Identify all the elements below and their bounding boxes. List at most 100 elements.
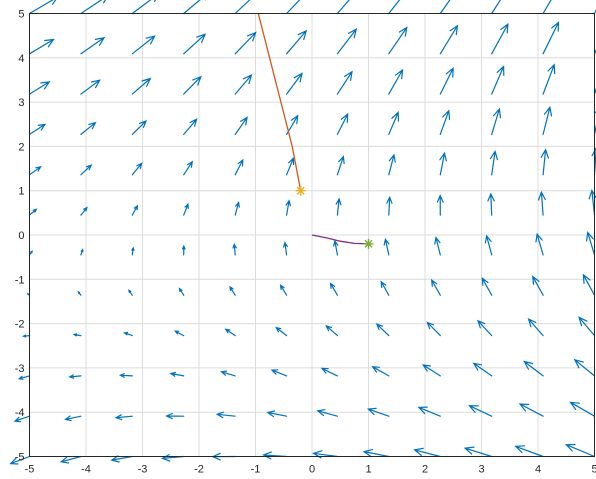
quiver-arrow xyxy=(80,0,107,15)
quiver-arrow xyxy=(336,28,358,55)
trajectory-lines xyxy=(257,13,369,245)
quiver-arrow xyxy=(183,160,194,176)
x-tick-label: 5 xyxy=(591,464,596,476)
quiver-arrow xyxy=(59,455,82,464)
quiver-arrow xyxy=(436,194,444,216)
quiver-arrow xyxy=(439,109,451,135)
quiver-arrow xyxy=(9,455,31,465)
quiver-arrow xyxy=(491,107,502,135)
quiver-arrow xyxy=(80,206,88,216)
y-tick-label: -2 xyxy=(15,319,25,331)
quiver-arrow xyxy=(468,405,493,417)
quiver-arrow xyxy=(131,246,135,256)
quiver-arrow xyxy=(386,195,393,216)
y-tick-label: 2 xyxy=(18,141,24,153)
quiver-arrow xyxy=(286,0,301,15)
quiver-arrow xyxy=(131,0,157,15)
quiver-arrow xyxy=(28,0,57,15)
quiver-arrow xyxy=(181,244,186,256)
quiver-arrow xyxy=(178,287,185,296)
quiver-arrow xyxy=(13,415,31,423)
x-tick-label: 2 xyxy=(422,464,428,476)
quiver-arrow xyxy=(388,153,396,176)
quiver-arrow xyxy=(463,446,493,458)
trajectory-line xyxy=(311,234,369,245)
quiver-arrow xyxy=(234,200,240,216)
quiver-arrow xyxy=(128,289,133,296)
star-marker xyxy=(363,238,374,249)
quiver-arrow xyxy=(362,449,390,458)
quiver-arrow xyxy=(234,0,251,15)
quiver-arrow xyxy=(371,365,390,377)
quiver-arrow xyxy=(380,280,390,296)
quiver-arrow xyxy=(165,412,185,420)
quiver-arrow xyxy=(183,0,207,15)
y-tick-labels: -5 -4 -3 -2 -1 0 1 2 3 4 5 xyxy=(15,9,25,464)
quiver-arrow xyxy=(439,67,454,95)
quiver-arrow xyxy=(220,370,236,377)
x-tick-label: -3 xyxy=(138,464,148,476)
quiver-arrow xyxy=(388,68,404,95)
quiver-arrow xyxy=(535,232,544,256)
quiver-arrow xyxy=(131,204,139,216)
quiver-arrow xyxy=(388,111,399,135)
quiver-arrow xyxy=(80,121,97,135)
quiver-arrow xyxy=(336,155,345,176)
quiver-arrow xyxy=(215,411,236,419)
quiver-arrow xyxy=(375,323,390,337)
x-tick-label: -2 xyxy=(194,464,204,476)
quiver-arrow xyxy=(28,81,51,95)
plot-frame xyxy=(29,13,595,457)
quiver-arrow xyxy=(80,79,101,95)
quiver-arrow xyxy=(28,208,38,216)
quiver-arrow xyxy=(131,35,156,55)
quiver-arrow xyxy=(573,358,596,377)
quiver-arrow xyxy=(439,151,447,176)
quiver-arrow xyxy=(484,234,493,256)
quiver-arrow xyxy=(439,0,451,15)
quiver-arrow xyxy=(232,242,237,256)
quiver-arrow xyxy=(335,197,342,216)
quiver-arrow xyxy=(183,118,198,135)
x-tick-label: 0 xyxy=(309,464,315,476)
quiver-arrow xyxy=(518,403,544,417)
quiver-arrow xyxy=(491,22,509,55)
quiver-arrow xyxy=(160,454,185,462)
y-tick-label: -1 xyxy=(15,274,25,286)
quiver-arrow xyxy=(489,149,498,176)
quiver-arrow xyxy=(487,192,495,216)
quiver-arrow xyxy=(325,324,338,337)
quiver-arrow xyxy=(434,236,441,256)
quiver-arrow xyxy=(477,319,493,337)
x-tick-label: 4 xyxy=(535,464,541,476)
x-tick-label: -1 xyxy=(251,464,261,476)
quiver-arrow xyxy=(388,26,408,55)
y-tick-label: 1 xyxy=(18,186,24,198)
y-tick-label: -5 xyxy=(15,452,25,464)
quiver-arrow xyxy=(320,367,338,377)
quiver-arrow xyxy=(283,241,288,256)
quiver-arrow xyxy=(234,73,253,95)
quiver-arrow xyxy=(514,445,544,458)
quiver-arrow xyxy=(481,277,493,296)
quiver-arrow xyxy=(286,72,303,95)
quiver-arrow xyxy=(527,318,544,337)
quiver-arrow xyxy=(262,451,288,460)
quiver-arrow xyxy=(72,333,82,337)
y-tick-label: -3 xyxy=(15,363,25,375)
vector-field xyxy=(9,0,596,465)
quiver-arrow xyxy=(542,0,552,15)
quiver-arrow xyxy=(472,362,493,377)
quiver-arrow xyxy=(564,443,596,458)
quiver-arrow xyxy=(279,283,288,296)
quiver-arrow xyxy=(131,77,152,95)
quiver-arrow xyxy=(270,369,288,377)
quiver-arrow xyxy=(114,414,133,421)
quiver-arrow xyxy=(68,374,82,379)
quiver-arrow xyxy=(234,158,244,176)
star-marker xyxy=(295,185,306,196)
y-tick-label: 0 xyxy=(18,230,24,242)
quiver-arrow xyxy=(28,38,55,55)
quiver-arrow xyxy=(413,447,441,458)
quiver-arrow xyxy=(383,237,390,256)
